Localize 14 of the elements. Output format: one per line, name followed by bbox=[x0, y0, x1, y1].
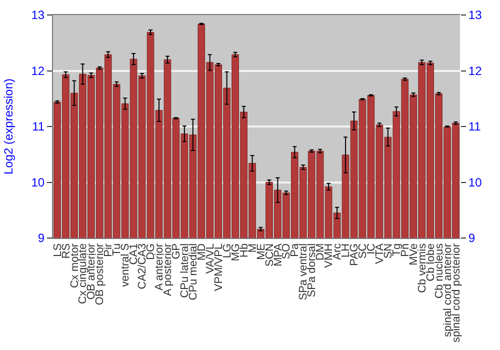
x-tick-label: spinal cord posterior bbox=[450, 243, 462, 342]
y-tick-label: 9 bbox=[38, 231, 45, 246]
y-tick-label: 13 bbox=[31, 8, 45, 22]
y2-tick-label: 12 bbox=[468, 64, 482, 78]
y-tick-label: 12 bbox=[31, 64, 45, 78]
y2-tick-label: 10 bbox=[468, 175, 482, 190]
y2-tick-label: 13 bbox=[468, 8, 482, 22]
y-tick-label: 10 bbox=[31, 175, 45, 190]
y2-tick-label: 11 bbox=[468, 120, 482, 134]
x-tick-label: Tg bbox=[390, 243, 403, 256]
x-tick-label: RS bbox=[60, 243, 72, 259]
y-axis-title: Log2 (expression) bbox=[2, 78, 16, 175]
y-tick-label: 11 bbox=[32, 120, 45, 134]
y2-tick-label: 9 bbox=[468, 231, 476, 246]
